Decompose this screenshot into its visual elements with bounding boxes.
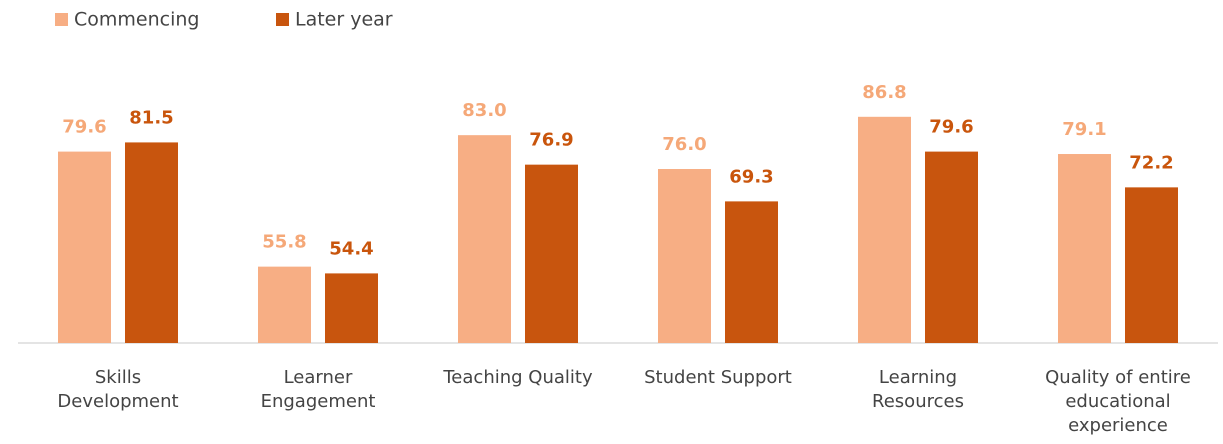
x-tick-label: Teaching Quality	[442, 367, 593, 388]
x-tick-line: Student Support	[644, 367, 792, 388]
x-tick-line: Quality of entire	[1045, 367, 1191, 388]
x-tick-label: Learner Engagement	[261, 367, 376, 412]
legend-label: Commencing	[74, 9, 199, 31]
x-tick-label: Quality of entire educational experience	[1045, 367, 1191, 436]
value-label: 69.3	[729, 166, 773, 187]
x-tick-line: Skills	[95, 367, 141, 388]
bar	[1125, 187, 1178, 343]
bar	[725, 201, 778, 343]
value-label: 72.2	[1129, 152, 1173, 173]
x-tick-line: Learner	[284, 367, 353, 388]
x-tick-label: Skills Development	[57, 367, 178, 412]
bar	[58, 151, 111, 343]
x-tick-label: Student Support	[644, 367, 792, 388]
legend-swatch	[55, 13, 68, 26]
value-label: 83.0	[462, 100, 506, 121]
bar	[458, 135, 511, 343]
x-tick-line: Development	[57, 391, 178, 412]
bar	[858, 116, 911, 343]
x-tick-line: experience	[1068, 415, 1168, 436]
legend-label: Later year	[295, 9, 393, 31]
value-label: 79.6	[62, 117, 106, 138]
value-label: 81.5	[129, 107, 173, 128]
bar	[925, 151, 978, 343]
legend-swatch	[276, 13, 289, 26]
value-label: 79.6	[929, 117, 973, 138]
bar	[658, 169, 711, 343]
x-tick-line: Engagement	[261, 391, 376, 412]
x-tick-line: educational	[1065, 391, 1170, 412]
bar	[1058, 154, 1111, 343]
value-label: 86.8	[862, 82, 906, 103]
x-tick-label: Learning Resources	[872, 367, 964, 412]
value-label: 76.9	[529, 130, 573, 151]
bar	[525, 164, 578, 343]
value-label: 55.8	[262, 232, 306, 253]
x-tick-line: Learning	[879, 367, 957, 388]
x-tick-line: Teaching Quality	[442, 367, 593, 388]
bar	[258, 266, 311, 343]
value-label: 54.4	[329, 238, 373, 259]
value-label: 79.1	[1062, 119, 1106, 140]
value-label: 76.0	[662, 134, 706, 155]
bar	[325, 273, 378, 343]
bar	[125, 142, 178, 343]
x-tick-line: Resources	[872, 391, 964, 412]
